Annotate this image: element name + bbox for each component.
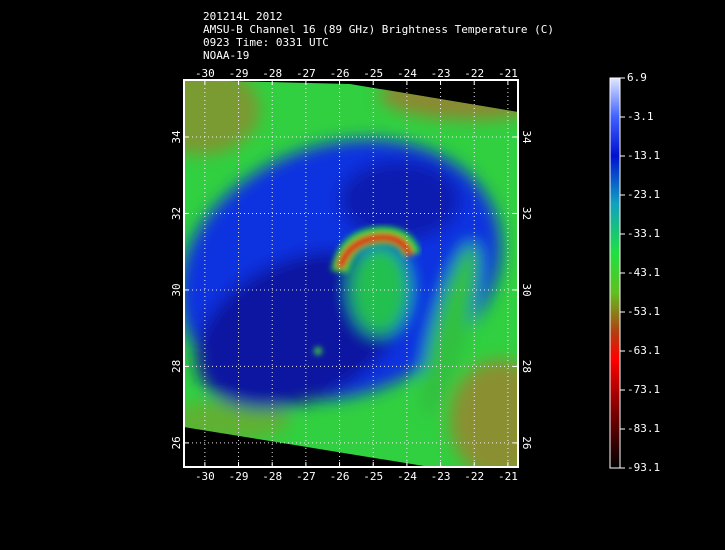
- header-line: NOAA-19: [203, 49, 249, 62]
- lon-label-top: -22: [464, 67, 484, 80]
- colorbar-label: -73.1: [627, 383, 660, 396]
- colorbar-label: -23.1: [627, 188, 660, 201]
- colorbar-label: -13.1: [627, 149, 660, 162]
- imagery: [184, 80, 518, 467]
- lon-label-top: -23: [431, 67, 451, 80]
- colorbar-label: -53.1: [627, 305, 660, 318]
- lat-label-right: 26: [520, 436, 533, 449]
- lon-label-top: -25: [363, 67, 383, 80]
- lat-label-right: 34: [520, 130, 533, 144]
- colorbar-ticks: 6.9 -3.1 -13.1 -23.1 -33.1 -43.1 -53.1 -63.1 -73…: [620, 71, 660, 474]
- colorbar-label: -93.1: [627, 461, 660, 474]
- colorbar-label: -3.1: [627, 110, 654, 123]
- lon-label-bottom: -24: [397, 470, 417, 483]
- colorbar-label: 6.9: [627, 71, 647, 84]
- colorbar-label: -83.1: [627, 422, 660, 435]
- colorbar-label: -43.1: [627, 266, 660, 279]
- lon-label-top: -26: [330, 67, 350, 80]
- lon-label-bottom: -22: [464, 470, 484, 483]
- lon-label-bottom: -26: [330, 470, 350, 483]
- header-line: 201214L 2012: [203, 10, 282, 23]
- lat-label-right: 30: [520, 283, 533, 296]
- colorbar-label: -63.1: [627, 344, 660, 357]
- lon-label-bottom: -28: [262, 470, 282, 483]
- lon-label-bottom: -25: [363, 470, 383, 483]
- header-line: AMSU-B Channel 16 (89 GHz) Brightness Te…: [203, 23, 554, 36]
- lon-label-top: -30: [195, 67, 215, 80]
- colorbar-label: -33.1: [627, 227, 660, 240]
- lon-label-top: -27: [296, 67, 316, 80]
- lon-label-bottom: -23: [431, 470, 451, 483]
- map-frame: [183, 79, 519, 468]
- lat-label-left: 32: [170, 207, 183, 220]
- colorbar: [609, 77, 621, 469]
- lat-label-left: 26: [170, 436, 183, 449]
- lat-label-right: 28: [520, 360, 533, 373]
- lat-label-left: 34: [170, 130, 183, 144]
- lat-label-left: 30: [170, 283, 183, 296]
- lon-label-bottom: -29: [229, 470, 249, 483]
- lon-label-top: -24: [397, 67, 417, 80]
- lat-label-right: 32: [520, 207, 533, 220]
- lon-label-bottom: -21: [498, 470, 518, 483]
- lon-label-bottom: -30: [195, 470, 215, 483]
- lon-label-top: -29: [229, 67, 249, 80]
- lon-label-bottom: -27: [296, 470, 316, 483]
- header-line: 0923 Time: 0331 UTC: [203, 36, 329, 49]
- lat-label-left: 28: [170, 360, 183, 373]
- axes: -30 -30 -29 -29 -28 -28 -27 -27 -26 -26 -25 -25 -24 -…: [170, 67, 533, 483]
- lon-label-top: -21: [498, 67, 518, 80]
- lon-label-top: -28: [262, 67, 282, 80]
